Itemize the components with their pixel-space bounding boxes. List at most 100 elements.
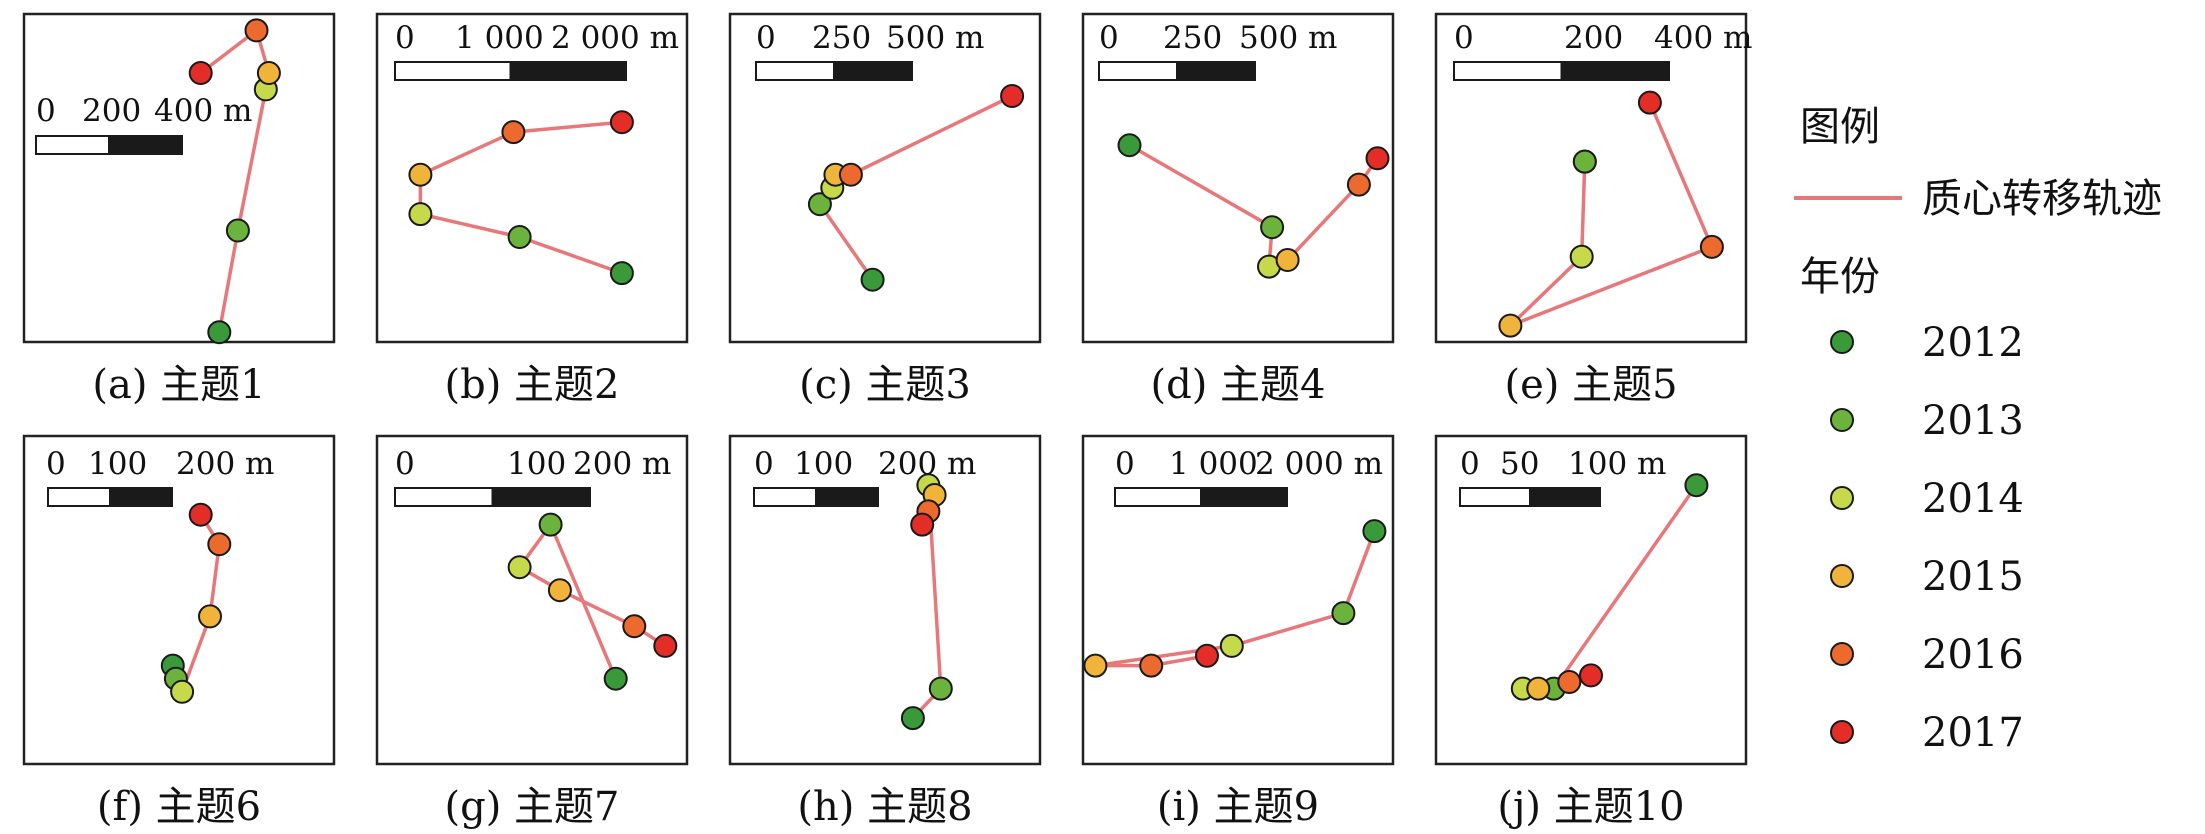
panel-5: 0 200 400 m (e) 主题5	[1434, 12, 1752, 408]
scale-label: 200 m	[176, 446, 274, 482]
scale-label: 1 000	[1169, 446, 1258, 482]
scale-label: 500 m	[886, 20, 984, 56]
scale-bar-black	[1200, 487, 1288, 507]
centroid-point-2017	[1579, 663, 1603, 688]
centroid-point-2014	[408, 202, 433, 227]
scale-bar-black	[491, 487, 591, 507]
scale-label: 0	[754, 446, 774, 482]
panel-8: 0 100 200 m(h) 主题8	[728, 434, 1042, 830]
centroid-point-2016	[501, 120, 526, 145]
legend-year-2017: 2017	[1922, 710, 2024, 756]
scale-label: 200	[82, 93, 141, 129]
scale-bar-black	[1560, 61, 1670, 81]
centroid-point-2013	[807, 192, 832, 217]
legend-swatch-2016	[1830, 642, 1854, 666]
scale-label: 500 m	[1239, 20, 1337, 56]
centroid-point-2016	[244, 18, 269, 43]
scale-label: 1 000	[455, 20, 544, 56]
legend-year-title: 年份	[1800, 254, 1880, 300]
scale-bar-black	[509, 61, 627, 81]
scale-bar-black	[108, 135, 183, 155]
scale-label: 200	[1564, 20, 1623, 56]
centroid-point-2012	[1117, 133, 1142, 158]
legend-swatch-2012	[1830, 330, 1854, 354]
panel-7: 0 100 200 m (g) 主题7	[375, 434, 689, 830]
scale-label: 0	[395, 446, 415, 482]
scale-label: 0	[1099, 20, 1119, 56]
centroid-point-2016	[1139, 653, 1164, 678]
scale-bar-white	[1459, 487, 1531, 507]
panel-caption: (c) 主题3	[799, 362, 971, 408]
centroid-point-2014	[507, 555, 532, 580]
centroid-point-2012	[603, 666, 628, 691]
scale-label: 100	[507, 446, 566, 482]
centroid-point-2013	[225, 218, 250, 243]
centroid-point-2017	[1000, 84, 1025, 108]
centroid-point-2015	[198, 604, 222, 629]
centroid-point-2015	[1083, 653, 1108, 678]
centroid-point-2015	[1498, 313, 1523, 338]
centroid-point-2016	[207, 532, 232, 557]
scale-bar-white	[1098, 61, 1178, 81]
centroid-point-2016	[838, 162, 863, 187]
centroid-point-2012	[900, 706, 925, 731]
scale-label: 0	[756, 20, 776, 56]
panel-caption: (i) 主题9	[1157, 784, 1319, 830]
scale-bar-white	[1453, 61, 1563, 81]
legend-swatch-2013	[1830, 408, 1854, 432]
centroid-point-2017	[653, 633, 678, 658]
panel-frame	[728, 12, 1042, 344]
scale-label: 2 000 m	[551, 20, 679, 56]
centroid-point-2013	[1572, 149, 1597, 174]
centroid-point-2014	[170, 679, 195, 704]
scale-label: 100	[88, 446, 147, 482]
panel-2: 0 1 000 2 000 m (b) 主题2	[375, 12, 689, 408]
centroid-point-2013	[1260, 215, 1285, 240]
scale-label: 400 m	[154, 93, 252, 129]
scale-label: 0	[1460, 446, 1480, 482]
scale-label: 0	[1115, 446, 1135, 482]
legend-swatch-2015	[1830, 564, 1854, 588]
panel-10: 0 50 100 m (j) 主题10	[1434, 434, 1748, 830]
scale-label: 100	[794, 446, 853, 482]
scale-label: 250	[1163, 20, 1222, 56]
centroid-point-2014	[1219, 633, 1244, 658]
scale-label: 250	[812, 20, 871, 56]
panel-1: 0 200 400 m (a) 主题1	[22, 12, 336, 408]
panel-caption: (j) 主题10	[1497, 784, 1684, 830]
centroid-point-2015	[1526, 676, 1551, 701]
centroid-point-2012	[609, 261, 634, 286]
panel-frame	[22, 434, 336, 766]
scale-label: 0	[46, 446, 66, 482]
panel-caption: (e) 主题5	[1504, 362, 1677, 408]
centroid-trajectory	[418, 120, 623, 275]
scale-bar-black	[1176, 61, 1256, 81]
panel-caption: (b) 主题2	[445, 362, 620, 408]
centroid-point-2017	[609, 110, 634, 135]
panel-4: 0 250 500 m (d) 主题4	[1081, 12, 1395, 408]
centroid-point-2017	[188, 502, 213, 527]
scale-label: 50	[1500, 446, 1539, 482]
centroid-point-2017	[188, 61, 213, 85]
centroid-point-2017	[1195, 643, 1219, 668]
centroid-point-2012	[1684, 473, 1709, 498]
legend-year-2015: 2015	[1922, 554, 2024, 600]
panel-frame	[728, 434, 1042, 766]
centroid-point-2015	[256, 61, 281, 85]
panel-6: 0 100 200 m (f) 主题6	[22, 434, 336, 830]
scale-bar-black	[1529, 487, 1601, 507]
centroid-point-2017	[910, 512, 935, 537]
scale-bar-white	[47, 487, 111, 507]
centroid-point-2015	[1275, 248, 1300, 272]
legend-year-2016: 2016	[1922, 632, 2024, 678]
scale-label: 0	[1454, 20, 1474, 56]
centroid-point-2013	[1331, 601, 1356, 626]
panel-caption: (g) 主题7	[445, 784, 620, 830]
legend-year-2012: 2012	[1922, 320, 2024, 366]
centroid-point-2014	[1569, 244, 1594, 269]
centroid-point-2017	[1365, 146, 1390, 171]
centroid-point-2015	[547, 578, 572, 603]
scale-bar-white	[1114, 487, 1202, 507]
